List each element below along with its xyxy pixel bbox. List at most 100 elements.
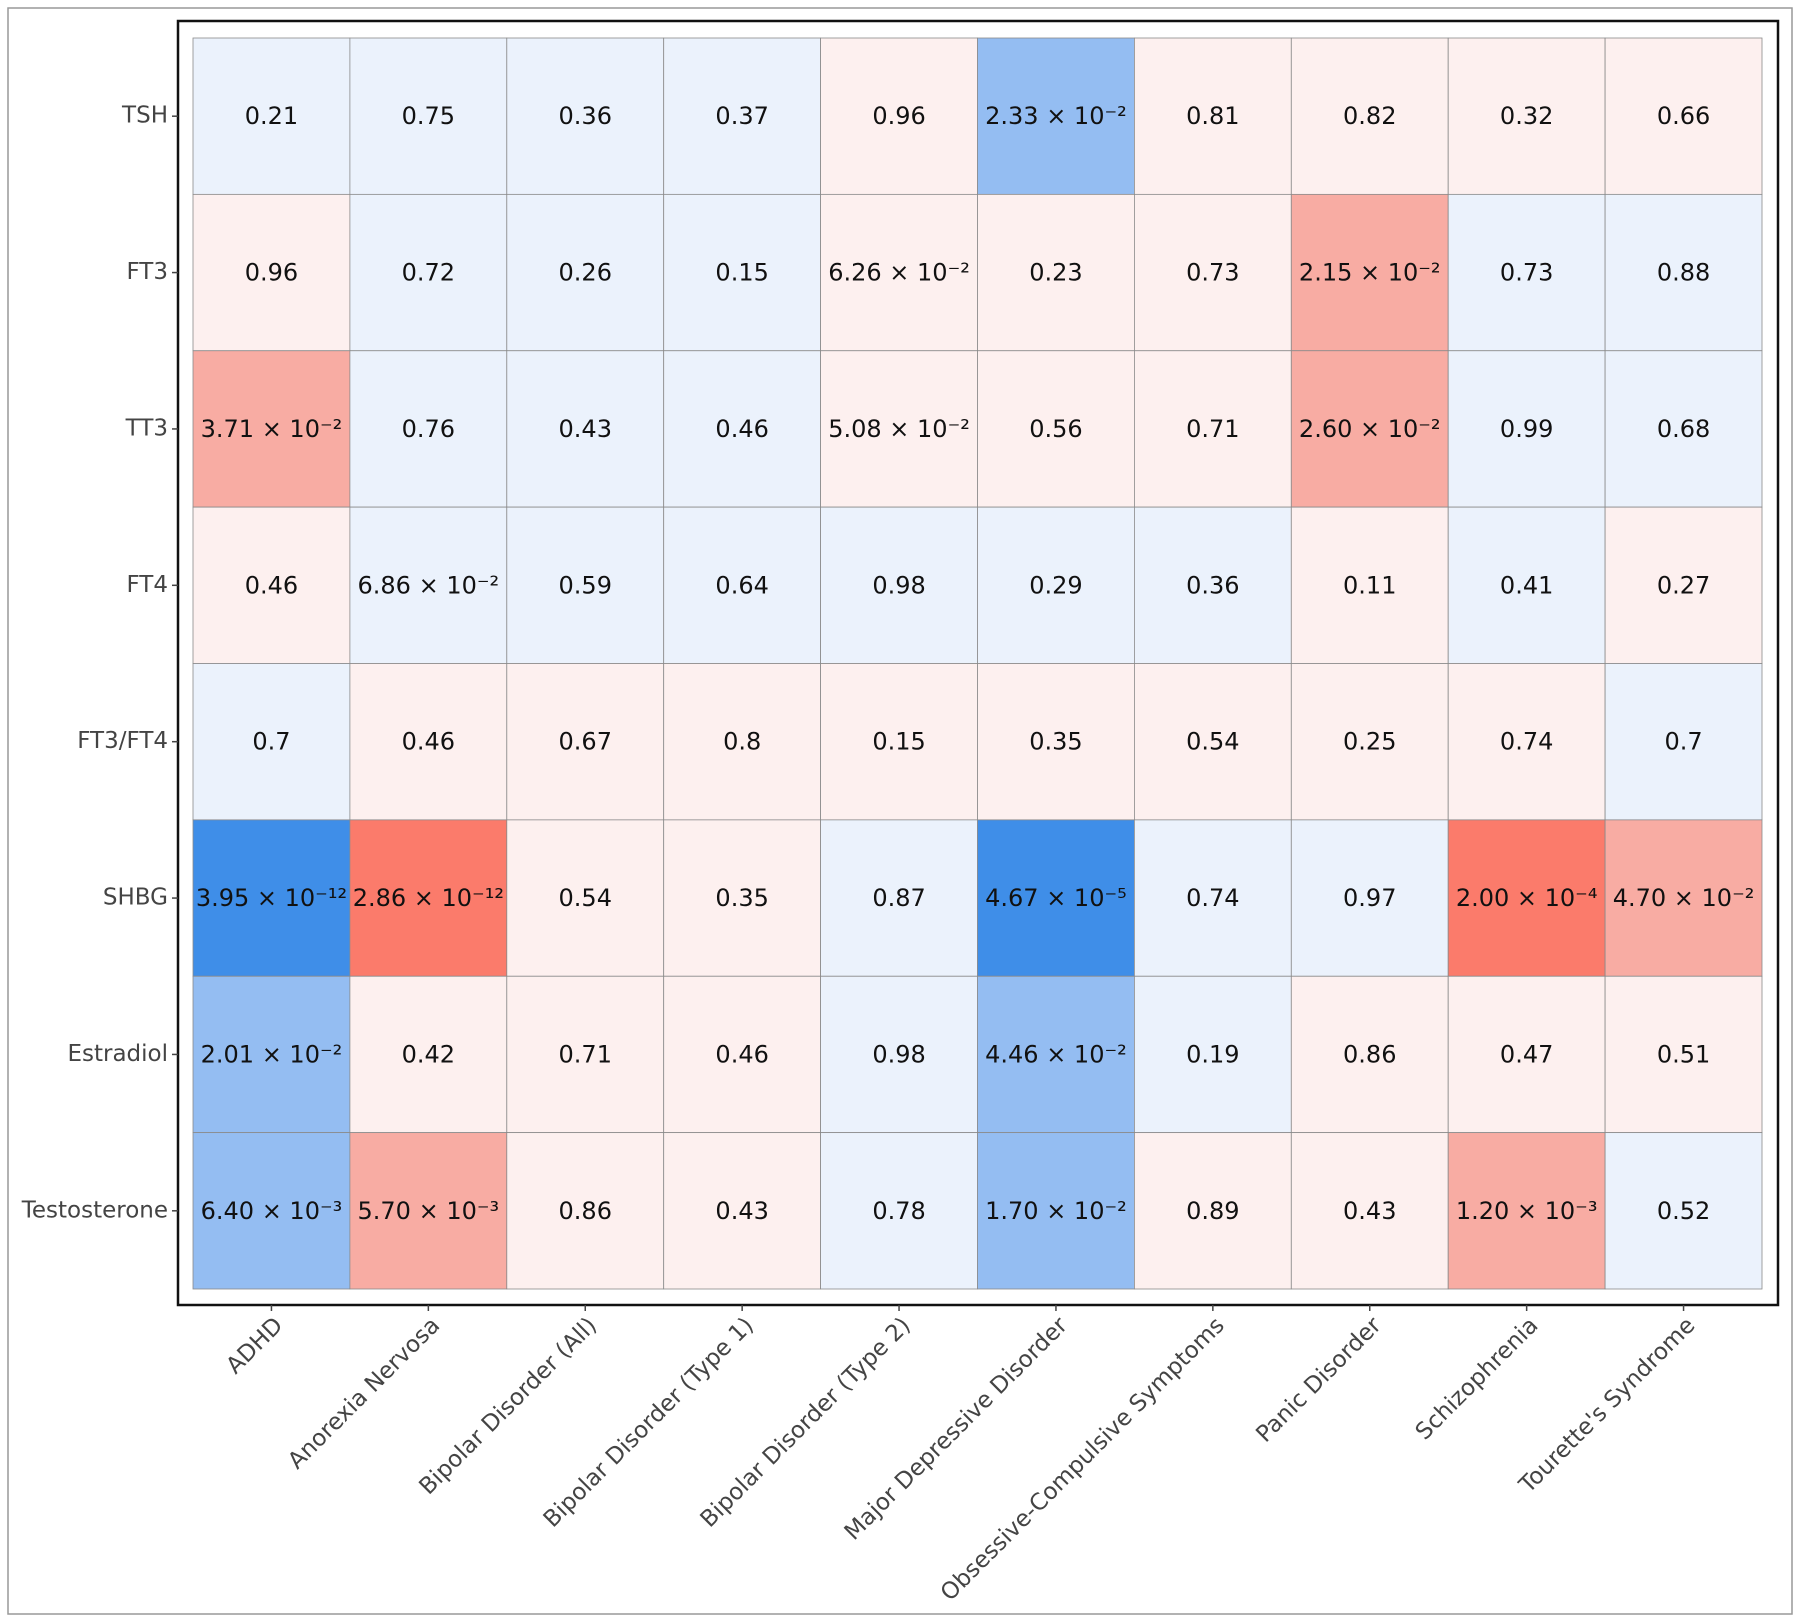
heatmap-cell: [977, 663, 1135, 821]
cell-label: 0.54: [559, 884, 612, 912]
cell-label: 0.41: [1500, 571, 1553, 599]
heatmap-cell: [1447, 1132, 1606, 1290]
cell-label: 1.70 × 10⁻²: [985, 1197, 1127, 1225]
cell-label: 0.42: [402, 1040, 455, 1068]
heatmap-cell: [977, 819, 1135, 977]
cell-label: 2.00 × 10⁻⁴: [1456, 884, 1598, 912]
cell-label: 4.67 × 10⁻⁵: [985, 884, 1127, 912]
heatmap-cell: [1604, 1132, 1763, 1290]
cell-label: 0.7: [252, 728, 290, 756]
cell-label: 0.7: [1664, 728, 1702, 756]
y-tick-label: TSH: [121, 103, 168, 129]
heatmap-cell: [977, 975, 1135, 1134]
y-tick-label: FT3: [126, 259, 168, 285]
heatmap-cell: [506, 37, 665, 195]
heatmap-cell: [506, 819, 665, 977]
cell-label: 3.95 × 10⁻¹²: [196, 884, 347, 912]
heatmap-cell: [192, 975, 351, 1134]
cell-label: 0.54: [1186, 728, 1239, 756]
heatmap-cell: [349, 350, 508, 508]
cell-label: 0.36: [1186, 571, 1239, 599]
heatmap-cell: [1604, 975, 1763, 1134]
cell-label: 0.35: [1029, 728, 1082, 756]
cell-label: 0.47: [1500, 1040, 1553, 1068]
cell-label: 0.86: [559, 1197, 612, 1225]
cell-label: 0.15: [715, 259, 768, 287]
heatmap-cell: [977, 350, 1135, 508]
heatmap-cell: [820, 37, 978, 195]
heatmap-cell: [1134, 350, 1292, 508]
heatmap-cell: [977, 37, 1135, 195]
cell-label: 5.08 × 10⁻²: [828, 415, 970, 443]
cell-label: 0.27: [1657, 571, 1710, 599]
heatmap-cell: [1447, 975, 1606, 1134]
cell-label: 0.8: [723, 728, 761, 756]
heatmap-cell: [1290, 663, 1449, 821]
cell-label: 0.75: [402, 102, 455, 130]
cell-label: 0.97: [1343, 884, 1396, 912]
cell-label: 0.43: [559, 415, 612, 443]
cell-label: 0.81: [1186, 102, 1239, 130]
cell-label: 0.46: [715, 1040, 768, 1068]
heatmap-cell: [506, 193, 665, 352]
heatmap-cell: [1134, 663, 1292, 821]
heatmap-cell: [1134, 37, 1292, 195]
cell-label: 0.66: [1657, 102, 1710, 130]
cell-label: 0.73: [1186, 259, 1239, 287]
heatmap-cell: [1290, 1132, 1449, 1290]
heatmap-cell: [349, 193, 508, 352]
heatmap-cell: [820, 193, 978, 352]
cell-label: 0.96: [245, 259, 298, 287]
heatmap-cell: [977, 1132, 1135, 1290]
cell-label: 0.71: [559, 1040, 612, 1068]
y-tick-label: FT3/FT4: [77, 728, 168, 754]
cell-label: 0.46: [245, 571, 298, 599]
cell-label: 0.76: [402, 415, 455, 443]
cell-label: 5.70 × 10⁻³: [358, 1197, 500, 1225]
heatmap-cell: [1604, 663, 1763, 821]
cell-label: 0.98: [872, 571, 925, 599]
cell-label: 1.20 × 10⁻³: [1456, 1197, 1598, 1225]
cell-label: 0.87: [872, 884, 925, 912]
heatmap-cell: [1604, 350, 1763, 508]
y-tick-label: FT4: [126, 572, 168, 598]
cell-label: 0.29: [1029, 571, 1082, 599]
cell-label: 0.96: [872, 102, 925, 130]
heatmap-cell: [506, 1132, 665, 1290]
cell-label: 6.40 × 10⁻³: [201, 1197, 343, 1225]
cell-label: 0.43: [1343, 1197, 1396, 1225]
cell-label: 0.37: [715, 102, 768, 130]
heatmap-cell: [1134, 1132, 1292, 1290]
heatmap-cell: [1290, 819, 1449, 977]
heatmap-cell: [349, 663, 508, 821]
cell-label: 0.74: [1186, 884, 1239, 912]
heatmap-cell: [1447, 37, 1606, 195]
heatmap-cell: [820, 506, 978, 664]
heatmap-cell: [1290, 350, 1449, 508]
cell-label: 0.88: [1657, 259, 1710, 287]
cell-label: 0.46: [715, 415, 768, 443]
cell-label: 0.35: [715, 884, 768, 912]
heatmap-cell: [192, 37, 351, 195]
heatmap-cell: [1447, 193, 1606, 352]
cell-label: 4.70 × 10⁻²: [1613, 884, 1755, 912]
cell-label: 0.43: [715, 1197, 768, 1225]
cell-label: 2.15 × 10⁻²: [1299, 259, 1441, 287]
cell-label: 0.26: [559, 259, 612, 287]
heatmap-cell: [820, 819, 978, 977]
heatmap-cell: [663, 506, 822, 664]
cell-label: 0.15: [872, 728, 925, 756]
cell-label: 2.86 × 10⁻¹²: [353, 884, 504, 912]
cell-label: 2.33 × 10⁻²: [985, 102, 1127, 130]
cell-label: 0.52: [1657, 1197, 1710, 1225]
heatmap-cell: [1134, 975, 1292, 1134]
heatmap-cell: [977, 193, 1135, 352]
heatmap-cell: [349, 37, 508, 195]
y-tick-label: Estradiol: [67, 1041, 168, 1067]
cell-label: 4.46 × 10⁻²: [985, 1040, 1127, 1068]
heatmap-cell: [1134, 506, 1292, 664]
heatmap-cell: [1604, 193, 1763, 352]
heatmap-cell: [1290, 506, 1449, 664]
